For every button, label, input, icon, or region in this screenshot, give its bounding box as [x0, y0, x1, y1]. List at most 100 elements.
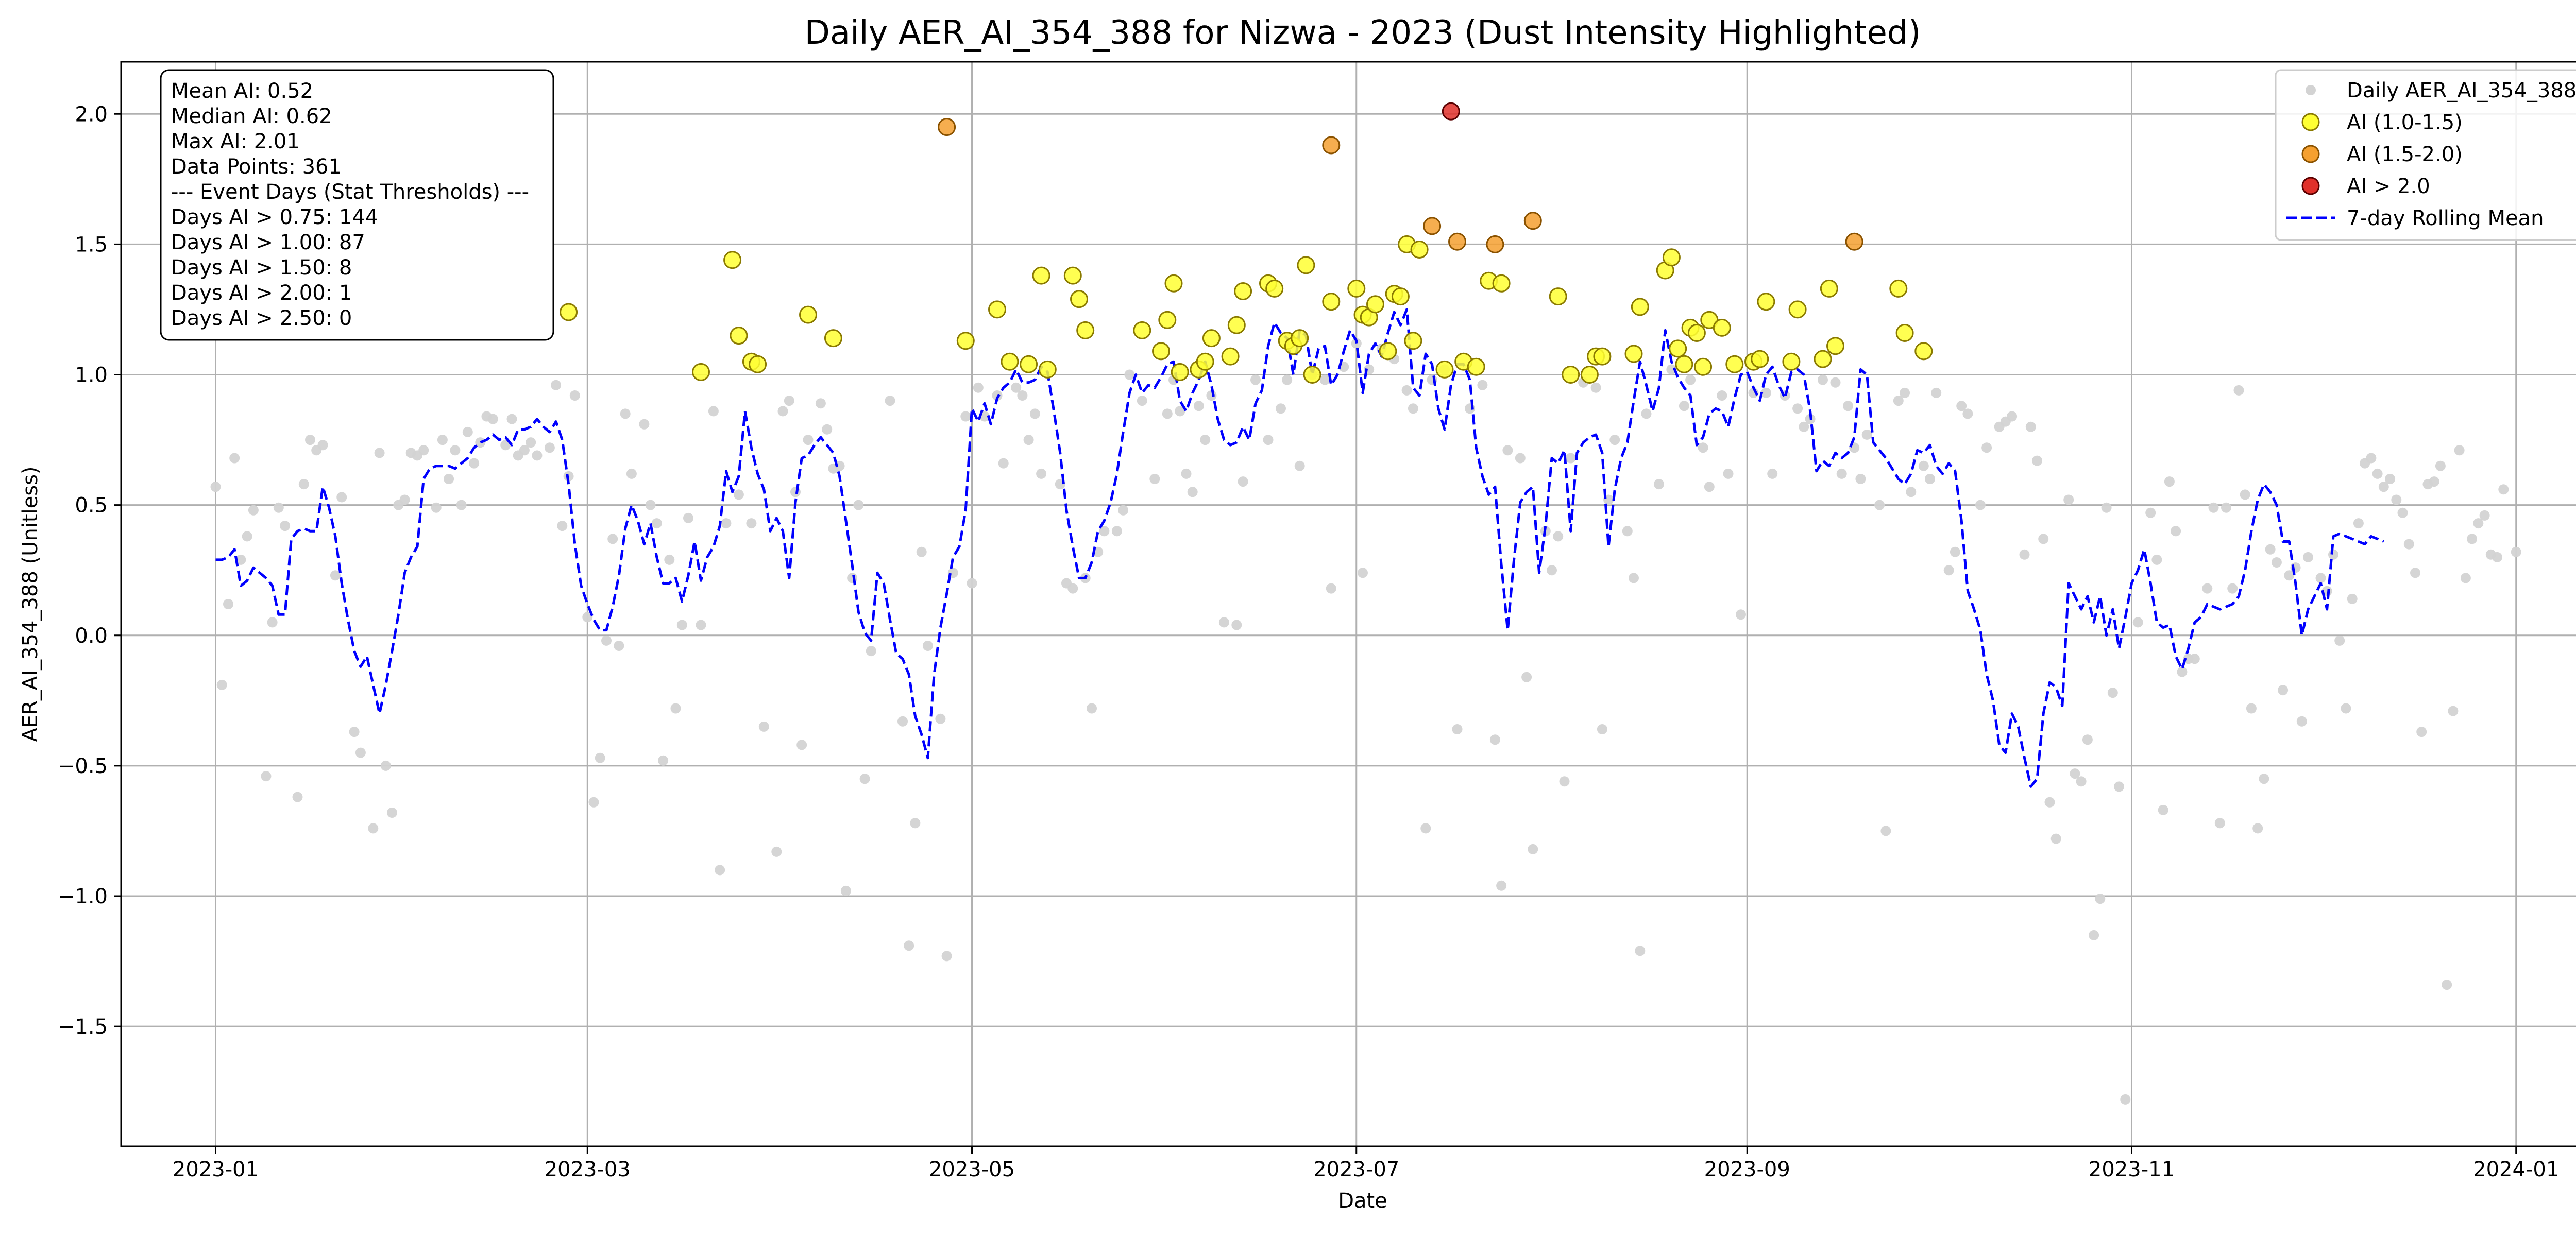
ai-1-1.5-point [1291, 329, 1309, 348]
daily-point [317, 440, 328, 451]
daily-point [696, 620, 706, 630]
daily-point [2132, 617, 2143, 628]
daily-point [1276, 403, 1286, 414]
daily-point [2397, 507, 2408, 518]
daily-point [1559, 776, 1570, 787]
daily-point [746, 518, 757, 529]
ai-1-1.5-point [1562, 366, 1580, 384]
daily-point [1736, 609, 1746, 620]
x-tick-label: 2023-01 [173, 1158, 259, 1181]
ai-1.5-2-point [1845, 232, 1863, 251]
daily-point [651, 518, 662, 529]
daily-point [1679, 401, 1689, 411]
ai-1-1.5-point [1694, 357, 1713, 376]
daily-point [1799, 421, 1809, 432]
ai-1-1.5-point [1751, 350, 1769, 368]
daily-point [551, 380, 562, 390]
stats-line: Median AI: 0.62 [171, 105, 332, 128]
ai-1-1.5-point [956, 332, 975, 350]
ai-1-1.5-point [1467, 357, 1485, 376]
ai-1-1.5-point [1549, 287, 1567, 306]
daily-point [444, 474, 454, 484]
ai-1-1.5-point [1814, 350, 1832, 368]
daily-point [1319, 374, 1330, 385]
daily-point [2416, 727, 2427, 737]
daily-point [771, 846, 782, 857]
daily-point [815, 398, 826, 409]
ai-1-1.5-point [1593, 347, 1612, 366]
daily-point [1629, 573, 1639, 583]
daily-point [1238, 476, 1248, 487]
daily-point [2202, 583, 2213, 594]
ai-1-1.5-point [1032, 266, 1050, 285]
daily-point [1496, 880, 1507, 891]
ai-1-1.5-point [1347, 279, 1366, 298]
daily-point [2208, 502, 2219, 513]
daily-point [2366, 453, 2377, 464]
daily-point [721, 518, 732, 529]
ai-1-1.5-point [1038, 360, 1057, 379]
daily-point [1565, 453, 1576, 464]
daily-point [1250, 374, 1261, 385]
daily-point [1282, 374, 1293, 385]
daily-point [2145, 507, 2156, 518]
x-tick-label: 2023-07 [1313, 1158, 1399, 1181]
ai-1.5-2-point [938, 118, 956, 136]
daily-point [1124, 369, 1135, 380]
daily-point [2467, 534, 2478, 544]
x-tick-label: 2023-09 [1704, 1158, 1790, 1181]
daily-point [242, 531, 252, 542]
daily-point [866, 646, 876, 657]
ai-1.5-2-point [1486, 235, 1504, 253]
daily-point [992, 390, 1003, 401]
daily-point [588, 797, 599, 808]
daily-point [2164, 476, 2175, 487]
x-tick-label: 2024-01 [2473, 1158, 2559, 1181]
daily-point [2171, 526, 2181, 537]
daily-point [1874, 500, 1885, 510]
daily-point [2032, 455, 2042, 466]
daily-point [1193, 401, 1204, 411]
daily-point [1087, 703, 1097, 714]
y-axis-label: AER_AI_354_388 (Unitless) [19, 466, 42, 742]
daily-point [532, 450, 543, 461]
daily-point [1818, 374, 1828, 385]
daily-point [519, 445, 530, 456]
ai-1-1.5-point [1164, 274, 1183, 293]
daily-point [2479, 510, 2490, 521]
daily-point [1943, 565, 1954, 576]
daily-point [1294, 460, 1305, 471]
daily-point [1175, 406, 1185, 417]
ai-1-1.5-point [1662, 248, 1681, 267]
daily-point [1855, 474, 1866, 484]
ai-1-1.5-point [1265, 279, 1284, 298]
daily-point [399, 494, 410, 505]
daily-point [2372, 468, 2383, 479]
y-tick-label: 1.5 [75, 233, 108, 256]
legend-frame [2275, 69, 2576, 241]
daily-point [1981, 442, 1992, 453]
stats-box-frame [160, 69, 554, 341]
x-axis: 2023-01 2023-03 2023-05 2023-07 2023-09 2023-… [173, 1146, 2559, 1181]
daily-point [437, 435, 448, 445]
daily-point [1635, 946, 1646, 956]
y-tick-label: 0.0 [75, 624, 108, 648]
daily-point [1861, 429, 1872, 440]
daily-point [2265, 544, 2276, 555]
daily-point [456, 500, 467, 510]
daily-point [639, 419, 650, 430]
daily-point [1590, 382, 1601, 393]
daily-point [922, 641, 933, 651]
ai-1-1.5-point [1624, 345, 1643, 363]
daily-point [1950, 546, 1960, 557]
daily-point [1685, 374, 1696, 385]
daily-point [469, 458, 480, 469]
ai-1-1.5-point [1669, 339, 1687, 358]
daily-point [2315, 573, 2326, 583]
daily-point [223, 599, 233, 609]
daily-point [2385, 474, 2396, 484]
daily-point [349, 727, 360, 737]
daily-point [796, 740, 807, 750]
daily-point [1452, 724, 1463, 734]
daily-point [1149, 474, 1160, 484]
